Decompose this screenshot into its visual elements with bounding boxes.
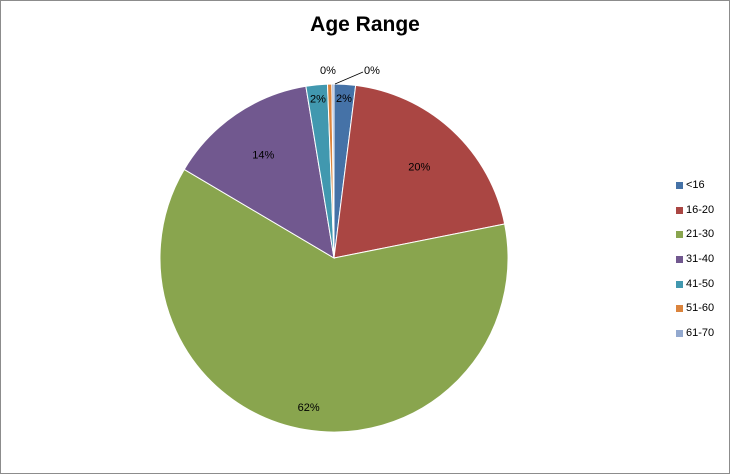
legend-label: <16 bbox=[686, 179, 705, 191]
pie-slice-21-30 bbox=[159, 168, 509, 433]
legend-label: 61-70 bbox=[686, 327, 715, 340]
data-label-51-60: 0% bbox=[320, 65, 336, 77]
legend-label: 41-50 bbox=[686, 277, 715, 290]
data-label-21-30: 62% bbox=[298, 402, 320, 414]
legend-swatch bbox=[676, 330, 683, 338]
data-label-41-50: 2% bbox=[310, 94, 326, 106]
legend-swatch bbox=[676, 305, 683, 313]
legend-label: 51-60 bbox=[686, 302, 715, 315]
pie-slice-16-20 bbox=[333, 84, 506, 259]
data-label-under-16: 2% bbox=[336, 93, 352, 105]
leader-line-61-70 bbox=[334, 71, 364, 85]
chart-title: Age Range bbox=[310, 13, 420, 36]
legend-label: 31-40 bbox=[686, 253, 715, 266]
legend-swatch bbox=[676, 231, 683, 239]
data-label-61-70: 0% bbox=[364, 65, 380, 77]
data-label-16-20: 20% bbox=[408, 161, 430, 173]
legend-label: 16-20 bbox=[686, 203, 715, 216]
data-label-31-40: 14% bbox=[252, 150, 274, 162]
legend-swatch bbox=[676, 206, 683, 214]
legend-swatch bbox=[676, 256, 683, 264]
legend-swatch bbox=[676, 280, 683, 288]
pie-slice-61-70 bbox=[331, 83, 335, 259]
legend-swatch bbox=[676, 182, 683, 189]
legend-label: 21-30 bbox=[686, 228, 715, 241]
pie-slice-31-40 bbox=[183, 85, 335, 259]
